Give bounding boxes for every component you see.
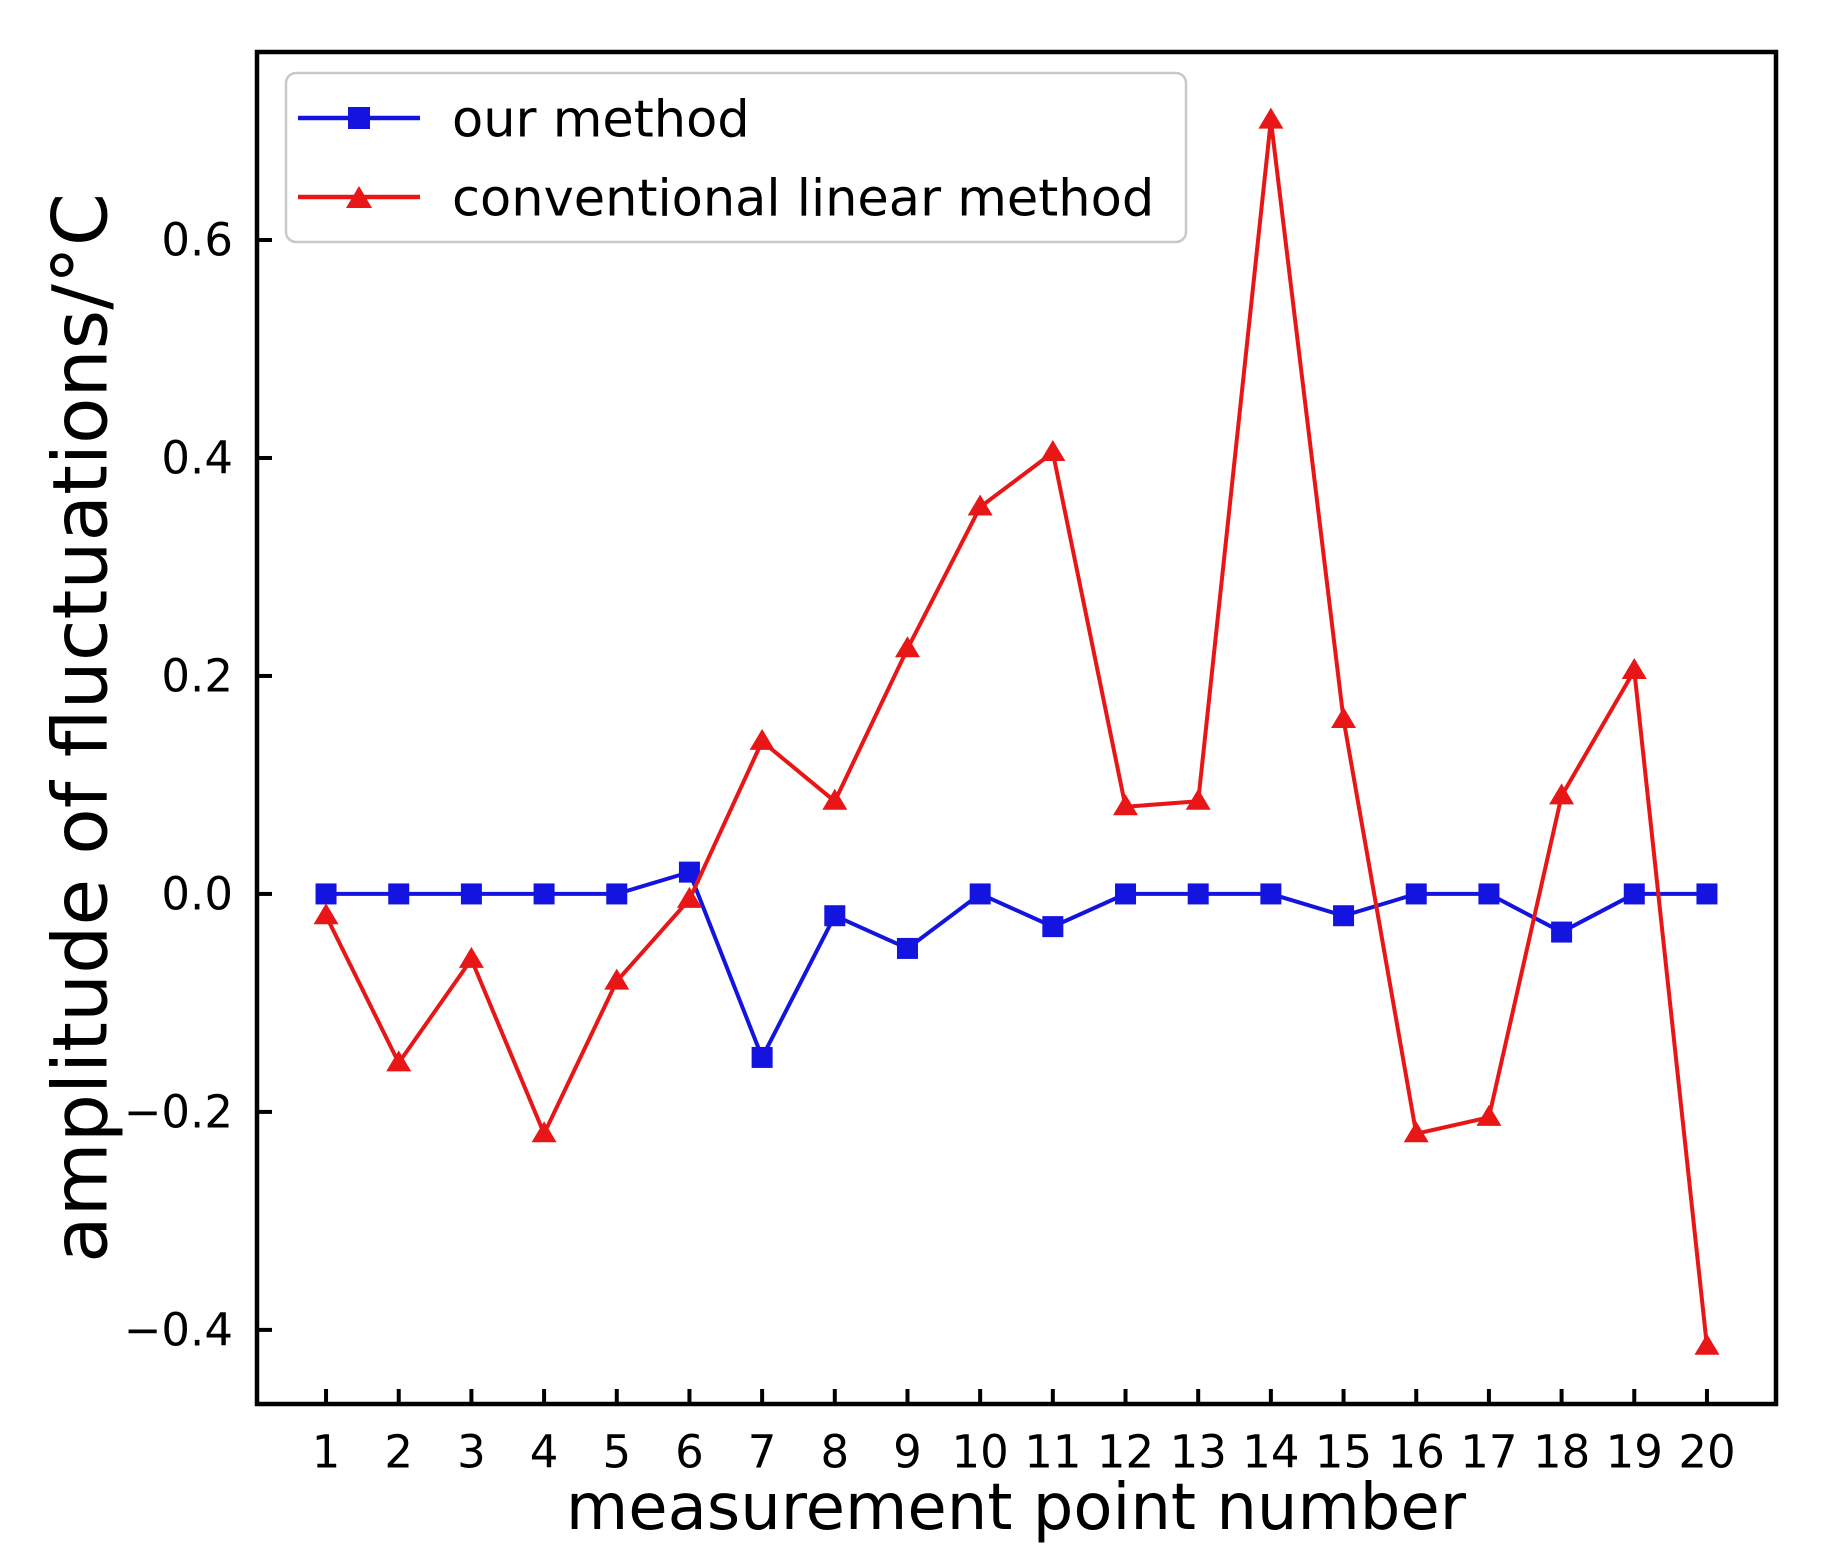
series-line-conventional-linear-method [324,119,1709,1347]
data-point-marker [896,937,918,959]
data-point-marker [604,968,630,990]
data-point-marker [531,1121,557,1143]
series-line-our-method [326,869,1707,1063]
y-tick-label: 0.4 [161,431,233,484]
data-point-marker [533,883,555,905]
x-tick-label: 16 [1388,1426,1445,1479]
data-point-marker [1185,788,1211,810]
x-tick-label: 7 [748,1426,777,1479]
data-point-marker [386,1050,412,1072]
legend: our method conventional linear method [284,71,1188,244]
x-tick-label: 3 [457,1426,486,1479]
legend-label: conventional linear method [452,170,1154,229]
data-point-marker [1405,883,1427,905]
legend-item-conventional-linear-method: conventional linear method [298,170,1154,229]
data-point-marker [1549,783,1575,805]
data-point-marker [894,636,920,658]
data-point-marker [1694,1333,1720,1355]
data-point-marker [1476,1104,1502,1126]
data-point-marker [969,883,991,905]
data-point-marker [606,883,628,905]
x-tick-label: 18 [1533,1426,1590,1479]
data-point-marker [1696,883,1718,905]
y-tick-label: 0.6 [161,214,233,267]
plot-border [254,49,1779,1407]
x-tick-label: 14 [1242,1426,1299,1479]
data-point-marker [1187,883,1209,905]
x-tick-label: 6 [675,1426,704,1479]
data-point-marker [1551,921,1573,943]
data-point-marker [1040,440,1066,462]
legend-label: our method [452,91,750,150]
x-tick-label: 4 [530,1426,559,1479]
data-point-marker [749,728,775,750]
x-tick-label: 13 [1170,1426,1227,1479]
data-point-marker [1331,707,1357,729]
x-tick-label: 17 [1460,1426,1517,1479]
data-point-marker [1623,883,1645,905]
x-tick-label: 2 [384,1426,413,1479]
legend-item-our-method: our method [298,91,750,150]
plot-area: 0.60.40.20.0−0.2−0.41 2 3 4 5 6 7 8 9 10 11 12 13 14 1… [124,107,1736,1479]
data-point-marker [678,861,700,883]
x-tick-label: 1 [312,1426,341,1479]
data-point-marker [1042,916,1064,938]
data-point-marker [315,883,337,905]
legend-square-marker-icon [348,107,370,129]
data-point-marker [1478,883,1500,905]
data-point-marker [1621,658,1647,680]
x-tick-label: 9 [893,1426,922,1479]
data-point-marker [1113,794,1139,816]
x-tick-label: 10 [952,1426,1009,1479]
data-point-marker [1333,905,1355,927]
x-tick-label: 15 [1315,1426,1372,1479]
data-point-marker [388,883,410,905]
data-point-marker [751,1046,773,1068]
x-tick-label: 5 [602,1426,631,1479]
data-point-marker [460,883,482,905]
data-point-marker [822,788,848,810]
legend-box [284,71,1188,244]
x-tick-label: 8 [820,1426,849,1479]
data-point-marker [1115,883,1137,905]
data-point-marker [967,494,993,516]
x-tick-label: 11 [1024,1426,1081,1479]
y-tick-label: −0.4 [124,1303,233,1356]
legend-triangle-marker-icon [346,186,372,208]
data-point-marker [1260,883,1282,905]
x-axis-label: measurement point number [566,1471,1467,1545]
y-tick-label: 0.2 [161,649,233,702]
y-tick-label: 0.0 [161,867,233,920]
x-tick-label: 20 [1678,1426,1735,1479]
data-point-marker [824,905,846,927]
data-point-marker [313,903,339,925]
data-point-marker [676,886,702,908]
y-tick-label: −0.2 [124,1085,233,1138]
x-tick-label: 12 [1097,1426,1154,1479]
data-point-marker [458,946,484,968]
data-point-marker [1258,107,1284,129]
y-axis-label: amplitude of fluctuations/°C [36,193,125,1263]
data-point-marker [1403,1121,1429,1143]
x-tick-label: 19 [1606,1426,1663,1479]
